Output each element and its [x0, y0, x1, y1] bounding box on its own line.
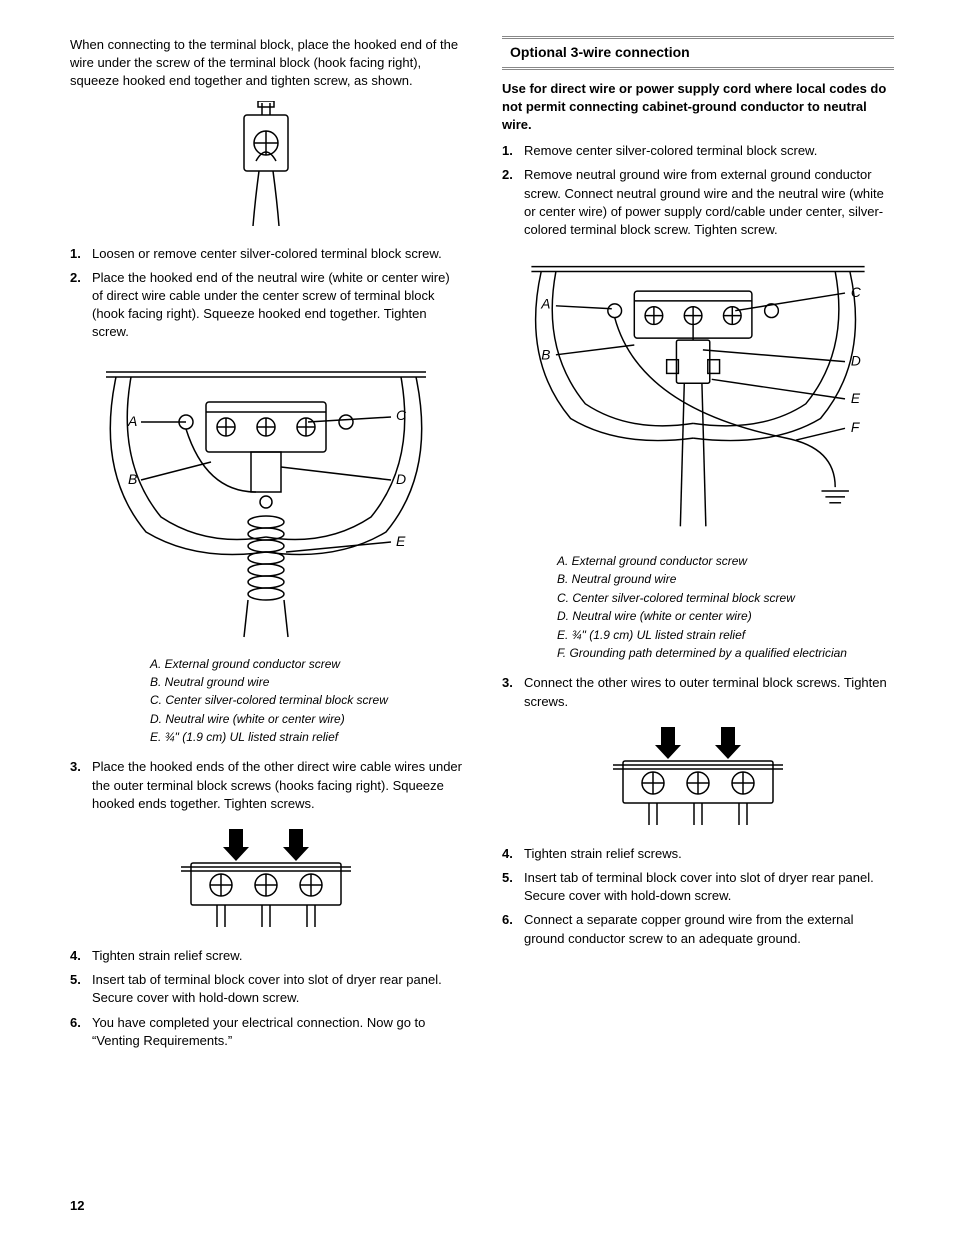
svg-text:E: E	[851, 391, 861, 406]
right-terminal-svg	[603, 721, 793, 831]
figure-right-terminal	[502, 721, 894, 831]
svg-text:A: A	[540, 297, 550, 312]
step-num: 6.	[502, 911, 524, 929]
left-steps-c: 4.Tighten strain relief screw. 5.Insert …	[70, 947, 462, 1050]
left-steps-b: 3.Place the hooked ends of the other dir…	[70, 758, 462, 813]
left-legend: A. External ground conductor screw B. Ne…	[70, 656, 462, 747]
step-num: 5.	[70, 971, 92, 989]
left-intro: When connecting to the terminal block, p…	[70, 36, 462, 91]
step-text: Tighten strain relief screw.	[92, 947, 462, 965]
step-num: 1.	[70, 245, 92, 263]
step-num: 4.	[70, 947, 92, 965]
right-intro-bold: Use for direct wire or power supply cord…	[502, 80, 894, 135]
step-num: 3.	[502, 674, 524, 692]
hook-detail-svg	[226, 101, 306, 231]
legend-item: B. Neutral ground wire	[150, 674, 462, 691]
right-main-svg: A B C D E F	[502, 249, 894, 539]
step-num: 1.	[502, 142, 524, 160]
step-text: Place the hooked end of the neutral wire…	[92, 269, 462, 342]
svg-text:D: D	[396, 471, 406, 487]
step-text: Insert tab of terminal block cover into …	[92, 971, 462, 1007]
step-num: 3.	[70, 758, 92, 776]
legend-item: A. External ground conductor screw	[150, 656, 462, 673]
svg-text:B: B	[541, 348, 550, 363]
svg-text:F: F	[851, 420, 861, 435]
step-text: Insert tab of terminal block cover into …	[524, 869, 894, 905]
step-num: 4.	[502, 845, 524, 863]
left-terminal-svg	[171, 823, 361, 933]
legend-item: D. Neutral wire (white or center wire)	[557, 608, 894, 625]
legend-item: F. Grounding path determined by a qualif…	[557, 645, 894, 662]
step-num: 2.	[70, 269, 92, 287]
step-text: Loosen or remove center silver-colored t…	[92, 245, 462, 263]
right-column: Optional 3-wire connection Use for direc…	[502, 36, 894, 1056]
left-steps-a: 1.Loosen or remove center silver-colored…	[70, 245, 462, 342]
svg-text:A: A	[127, 413, 137, 429]
step-text: You have completed your electrical conne…	[92, 1014, 462, 1050]
step-text: Connect the other wires to outer termina…	[524, 674, 894, 710]
svg-text:E: E	[396, 533, 406, 549]
right-header: Optional 3-wire connection	[502, 36, 894, 70]
right-steps-a: 1.Remove center silver-colored terminal …	[502, 142, 894, 239]
legend-item: B. Neutral ground wire	[557, 571, 894, 588]
right-legend: A. External ground conductor screw B. Ne…	[502, 553, 894, 662]
step-text: Tighten strain relief screws.	[524, 845, 894, 863]
left-main-svg: A B C D E	[76, 352, 456, 642]
legend-item: D. Neutral wire (white or center wire)	[150, 711, 462, 728]
step-text: Remove center silver-colored terminal bl…	[524, 142, 894, 160]
step-num: 2.	[502, 166, 524, 184]
figure-left-terminal	[70, 823, 462, 933]
step-text: Place the hooked ends of the other direc…	[92, 758, 462, 813]
svg-text:B: B	[128, 471, 137, 487]
step-text: Connect a separate copper ground wire fr…	[524, 911, 894, 947]
right-steps-b: 3.Connect the other wires to outer termi…	[502, 674, 894, 710]
step-num: 6.	[70, 1014, 92, 1032]
legend-item: C. Center silver-colored terminal block …	[150, 692, 462, 709]
page-number: 12	[70, 1197, 84, 1215]
step-num: 5.	[502, 869, 524, 887]
left-column: When connecting to the terminal block, p…	[70, 36, 462, 1056]
legend-item: A. External ground conductor screw	[557, 553, 894, 570]
step-text: Remove neutral ground wire from external…	[524, 166, 894, 239]
legend-item: E. ¾" (1.9 cm) UL listed strain relief	[150, 729, 462, 746]
legend-item: E. ¾" (1.9 cm) UL listed strain relief	[557, 627, 894, 644]
figure-hook-detail	[70, 101, 462, 231]
svg-text:D: D	[851, 354, 861, 369]
right-steps-c: 4.Tighten strain relief screws. 5.Insert…	[502, 845, 894, 948]
legend-item: C. Center silver-colored terminal block …	[557, 590, 894, 607]
svg-text:C: C	[851, 285, 861, 300]
svg-text:C: C	[396, 407, 407, 423]
figure-right-main: A B C D E F	[502, 249, 894, 539]
figure-left-main: A B C D E	[70, 352, 462, 642]
